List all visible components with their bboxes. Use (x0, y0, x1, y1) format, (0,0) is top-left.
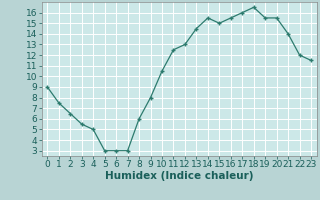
X-axis label: Humidex (Indice chaleur): Humidex (Indice chaleur) (105, 171, 253, 181)
